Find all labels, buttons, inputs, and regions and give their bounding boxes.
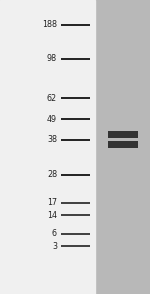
Text: 6: 6 bbox=[52, 229, 57, 238]
Bar bbox=[0, 0, 94, 294]
Text: 49: 49 bbox=[47, 115, 57, 123]
Bar bbox=[108, 141, 138, 148]
Text: 14: 14 bbox=[47, 211, 57, 220]
Bar bbox=[108, 131, 138, 138]
Text: 17: 17 bbox=[47, 198, 57, 207]
Text: 3: 3 bbox=[52, 242, 57, 251]
Text: 98: 98 bbox=[47, 54, 57, 63]
Text: 188: 188 bbox=[42, 21, 57, 29]
Text: 38: 38 bbox=[47, 135, 57, 144]
Text: 62: 62 bbox=[47, 94, 57, 103]
Text: 28: 28 bbox=[47, 171, 57, 179]
